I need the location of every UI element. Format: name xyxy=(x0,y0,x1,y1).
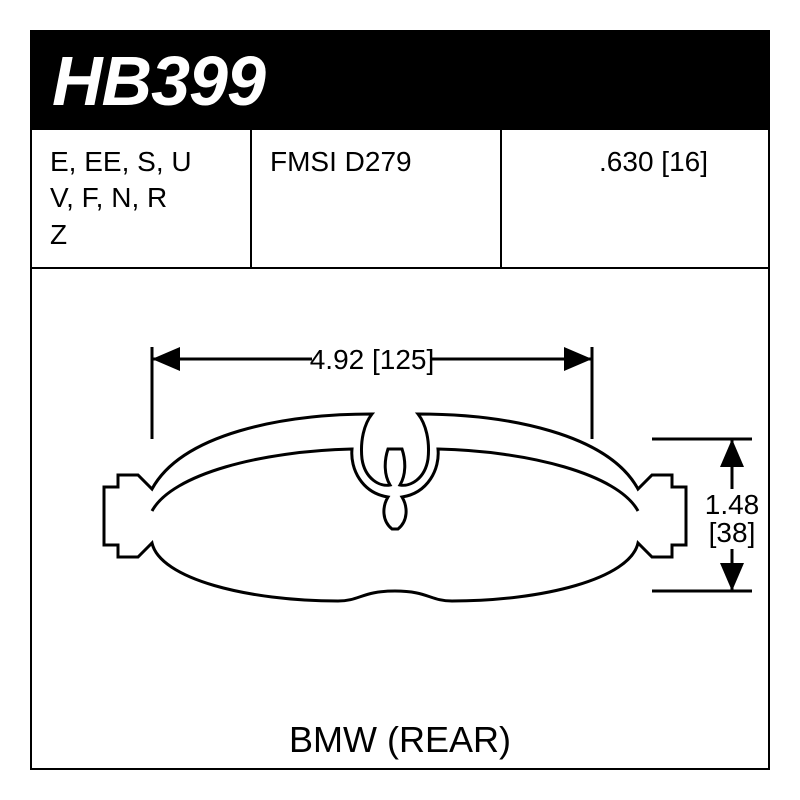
brake-pad-shape xyxy=(104,414,686,601)
spec-row: E, EE, S, U V, F, N, R Z FMSI D279 .630 … xyxy=(32,130,768,269)
height-dim-line2: [38] xyxy=(709,517,756,548)
brake-pad-diagram: 4.92 [125] 1.48 [38] xyxy=(32,269,772,699)
width-dim-text: 4.92 [125] xyxy=(310,344,435,375)
height-dim-line1: 1.48 xyxy=(705,489,760,520)
compounds-cell: E, EE, S, U V, F, N, R Z xyxy=(32,130,252,267)
compounds-line1: E, EE, S, U xyxy=(50,144,232,180)
part-number: HB399 xyxy=(52,46,748,116)
compounds-line2: V, F, N, R xyxy=(50,180,232,216)
thickness-cell: .630 [16] xyxy=(502,130,768,267)
height-dimension: 1.48 [38] xyxy=(652,439,759,591)
title-bar: HB399 xyxy=(32,32,768,130)
compounds-line3: Z xyxy=(50,217,232,253)
fmsi-value: FMSI D279 xyxy=(270,144,482,180)
thickness-value: .630 [16] xyxy=(520,144,708,180)
application-label: BMW (REAR) xyxy=(32,699,768,791)
spec-sheet: HB399 E, EE, S, U V, F, N, R Z FMSI D279… xyxy=(30,30,770,770)
fmsi-cell: FMSI D279 xyxy=(252,130,502,267)
drawing-area: 4.92 [125] 1.48 [38] xyxy=(32,269,768,699)
